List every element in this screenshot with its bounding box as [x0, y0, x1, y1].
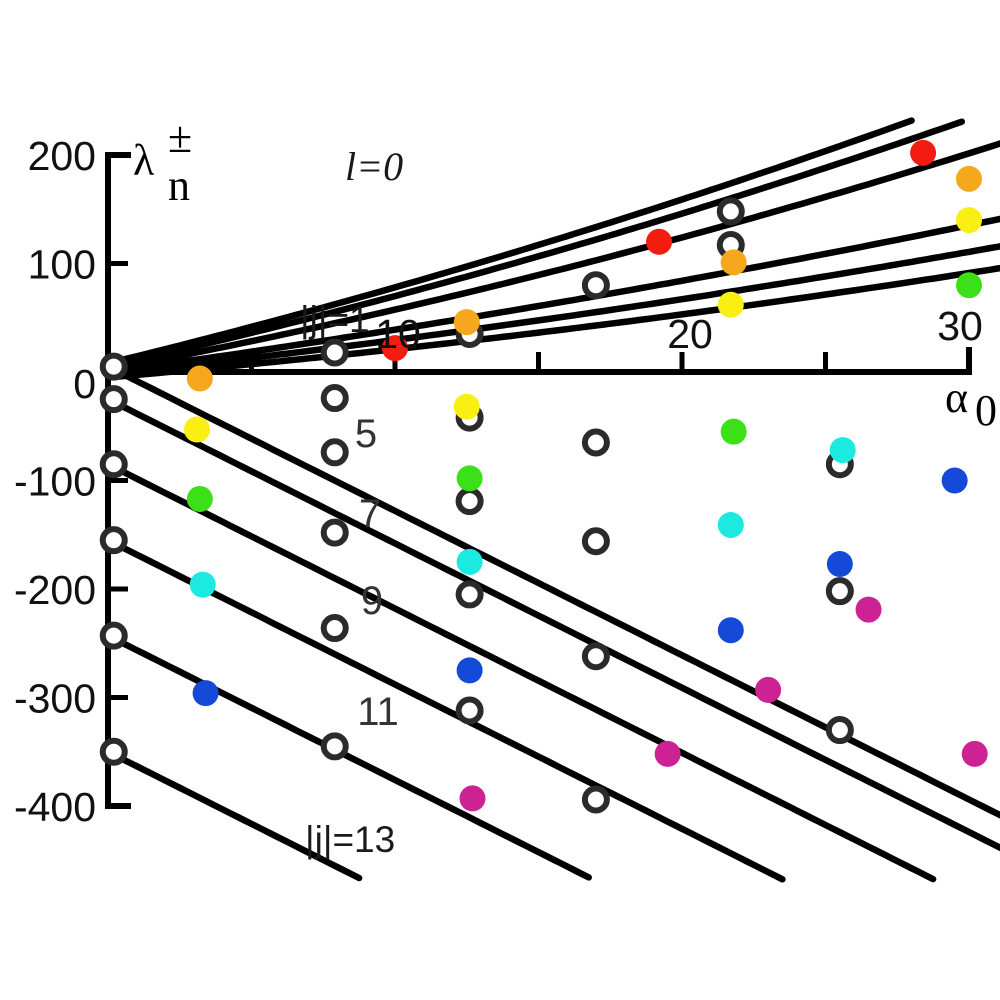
- marker-cyan: [189, 571, 216, 598]
- x-tick-label-10: 10: [375, 311, 421, 357]
- curve--j-5-lower-: [104, 460, 937, 883]
- marker-yellow: [956, 207, 982, 234]
- marker-cyan: [717, 511, 744, 538]
- marker-cyan: [829, 437, 856, 464]
- y-tick-label--400: -400: [14, 784, 96, 830]
- marker-magenta: [459, 785, 486, 812]
- curve--j-11-lower-: [104, 748, 363, 882]
- y-tick-label-200: 200: [28, 133, 96, 179]
- open-marker: [581, 271, 610, 300]
- y-tick-label-100: 100: [28, 242, 96, 288]
- marker-orange: [720, 249, 747, 276]
- marker-magenta: [654, 740, 681, 767]
- x-tick-label-20: 20: [667, 311, 713, 357]
- annotation-j-equals-1: |j|=1: [300, 299, 370, 340]
- marker-red: [382, 335, 408, 362]
- open-marker: [825, 577, 854, 606]
- marker-cyan: [456, 548, 483, 575]
- curve--j-7-lower-: [104, 536, 786, 883]
- y-axis-title-superscript: ±: [168, 113, 192, 162]
- open-marker: [716, 197, 745, 226]
- open-marker: [99, 526, 128, 555]
- marker-blue: [456, 657, 483, 684]
- open-marker: [581, 642, 610, 671]
- open-marker: [99, 385, 128, 414]
- y-axis-title-subscript: n: [168, 161, 190, 210]
- series-number-7: 7: [359, 492, 381, 536]
- y-tick-label--300: -300: [14, 676, 96, 722]
- marker-green: [456, 465, 483, 492]
- open-marker: [99, 352, 128, 381]
- open-marker: [99, 450, 128, 479]
- marker-blue: [941, 467, 968, 494]
- open-marker: [320, 614, 349, 643]
- open-marker: [581, 428, 610, 457]
- open-marker: [320, 338, 349, 367]
- annotation-j-equals-13: |j|=13: [305, 819, 395, 860]
- annotation-l-equals-0: l=0: [345, 144, 403, 189]
- curve--j-11-upper-: [104, 264, 1000, 381]
- curve--j-1-lower-: [104, 363, 1000, 819]
- marker-orange: [453, 309, 480, 336]
- y-axis-title: λ: [133, 136, 155, 185]
- series-number-9: 9: [361, 579, 383, 623]
- curve--j-3-lower-: [104, 395, 1000, 852]
- curve--j-1-upper-: [104, 117, 915, 367]
- curve--j-9-upper-: [104, 243, 1000, 378]
- open-marker: [320, 384, 349, 413]
- marker-blue: [717, 617, 744, 644]
- open-marker: [99, 621, 128, 650]
- marker-yellow: [717, 291, 744, 318]
- x-axis-title-subscript: 0: [975, 386, 997, 435]
- open-marker: [825, 716, 854, 745]
- open-marker: [320, 438, 349, 467]
- x-axis-title: α: [945, 373, 968, 422]
- open-marker: [99, 737, 128, 766]
- marker-magenta: [855, 596, 882, 623]
- open-marker: [320, 732, 349, 761]
- marker-magenta: [961, 740, 988, 767]
- marker-red: [910, 139, 937, 166]
- marker-yellow: [453, 393, 480, 420]
- curve--j-5-upper-: [104, 140, 1000, 374]
- series-number-5: 5: [355, 412, 377, 456]
- open-marker: [581, 785, 610, 814]
- marker-yellow: [183, 416, 210, 443]
- open-marker: [455, 696, 484, 725]
- curve-lines-group: [104, 117, 1000, 883]
- marker-orange: [956, 165, 982, 192]
- y-tick-label--200: -200: [14, 567, 96, 613]
- y-tick-label--100: -100: [14, 459, 96, 505]
- marker-green: [186, 485, 213, 512]
- open-marker: [581, 527, 610, 556]
- marker-green: [720, 418, 747, 445]
- curve--j-3-upper-: [104, 118, 966, 370]
- marker-red: [646, 228, 673, 255]
- x-tick-label-30: 30: [937, 303, 983, 349]
- marker-green: [956, 272, 982, 299]
- marker-orange: [186, 365, 213, 392]
- series-number-11: 11: [357, 690, 399, 734]
- open-marker: [455, 580, 484, 609]
- marker-blue: [192, 680, 219, 707]
- marker-blue: [826, 551, 853, 578]
- marker-magenta: [755, 676, 782, 703]
- y-tick-label-0: 0: [73, 361, 96, 407]
- open-marker: [455, 487, 484, 516]
- curve--j-7-upper-: [104, 215, 1000, 376]
- open-marker: [320, 518, 349, 547]
- curve--j-9-lower-: [104, 632, 592, 881]
- data-points-group: [99, 139, 988, 814]
